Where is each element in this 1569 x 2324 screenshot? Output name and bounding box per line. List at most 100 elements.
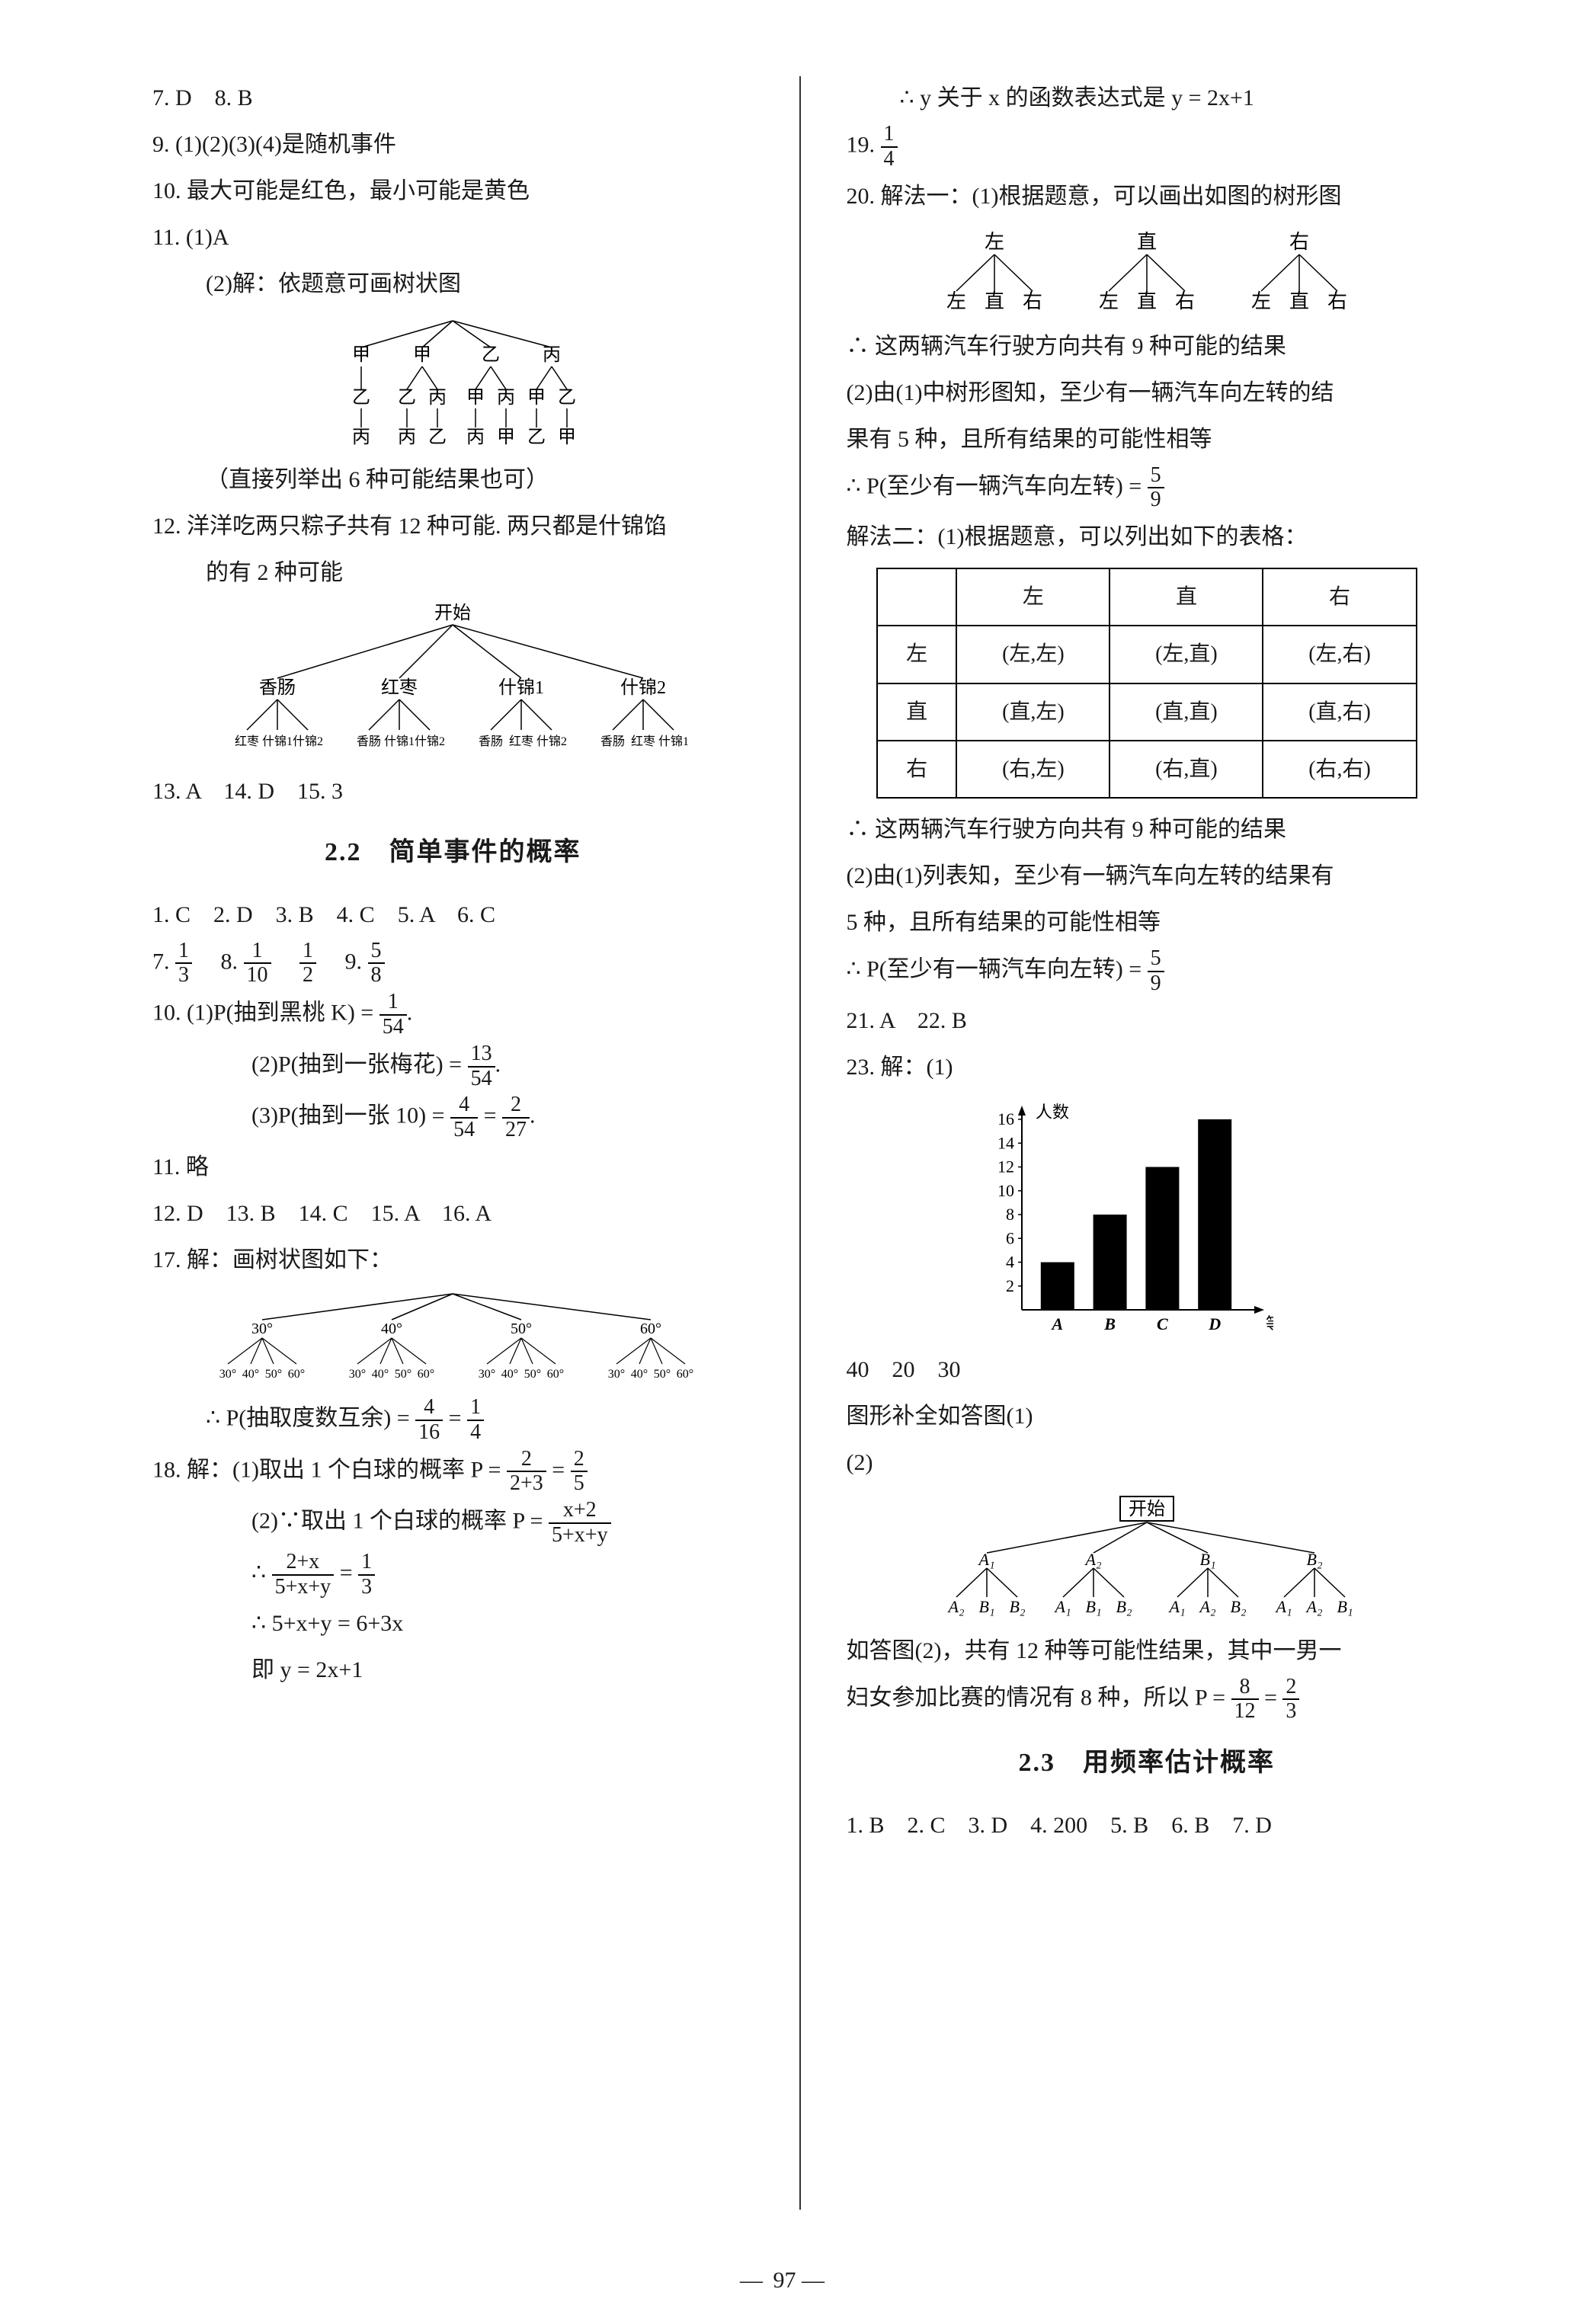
svg-text:什锦2: 什锦2	[536, 735, 567, 748]
table-row: 直(直,左)(直,直)(直,右)	[877, 683, 1417, 741]
svg-text:50°: 50°	[654, 1368, 671, 1381]
svg-text:C: C	[1157, 1314, 1168, 1333]
svg-text:乙: 乙	[352, 388, 370, 408]
tree-diagram-3: 30°40°50°60° 30°40°50°60° 30°40°50°60° 3…	[186, 1289, 719, 1388]
ans-12-16: 12. D 13. B 14. C 15. A 16. A	[152, 1192, 754, 1235]
svg-text:40°: 40°	[372, 1368, 389, 1381]
svg-text:乙: 乙	[558, 388, 576, 408]
svg-text:30°: 30°	[219, 1368, 236, 1381]
svg-text:A₂: A₂	[1305, 1597, 1322, 1616]
svg-text:30°: 30°	[251, 1320, 273, 1337]
svg-text:直: 直	[1137, 231, 1157, 253]
svg-text:香肠: 香肠	[259, 677, 296, 698]
ans-23: 23. 解：(1)	[847, 1045, 1448, 1089]
svg-text:A₁: A₁	[1274, 1597, 1292, 1616]
ans-20: 20. 解法一：(1)根据题意，可以画出如图的树形图	[847, 174, 1448, 218]
svg-text:A₁: A₁	[1053, 1597, 1071, 1616]
svg-text:丙: 丙	[497, 388, 515, 408]
t: 妇女参加比赛的情况有 8 种，所以 P =	[847, 1685, 1231, 1710]
svg-text:开始: 开始	[1129, 1499, 1165, 1519]
svg-text:左: 左	[1251, 290, 1271, 312]
svg-text:左: 左	[1099, 290, 1119, 312]
t: ∴ P(至少有一辆汽车向左转) =	[847, 473, 1148, 498]
svg-text:红枣: 红枣	[235, 735, 259, 748]
table-row: 右(右,左)(右,直)(右,右)	[877, 741, 1417, 798]
svg-text:红枣: 红枣	[631, 735, 655, 748]
svg-text:60°: 60°	[677, 1368, 693, 1381]
svg-text:60°: 60°	[288, 1368, 305, 1381]
svg-text:10: 10	[997, 1180, 1014, 1199]
ans-19: 19. 14	[847, 123, 1448, 171]
svg-text:什锦1: 什锦1	[658, 735, 689, 748]
page-number: 97	[773, 2268, 796, 2293]
svg-text:50°: 50°	[524, 1368, 541, 1381]
t: =	[334, 1560, 358, 1585]
svg-text:什锦2: 什锦2	[293, 735, 323, 748]
svg-text:40°: 40°	[501, 1368, 518, 1381]
svg-text:D: D	[1208, 1314, 1221, 1333]
ans-21-22: 21. A 22. B	[847, 999, 1448, 1042]
ans-7-8: 7. D 8. B	[152, 76, 754, 120]
ans-11c: （直接列举出 6 种可能结果也可）	[152, 458, 754, 501]
svg-text:直: 直	[1137, 290, 1157, 312]
t: ∴	[251, 1560, 272, 1585]
svg-text:A₁: A₁	[1167, 1597, 1185, 1616]
svg-text:等级: 等级	[1266, 1314, 1273, 1333]
svg-text:B: B	[1103, 1314, 1116, 1333]
ans-1-6: 1. C 2. D 3. B 4. C 5. A 6. C	[152, 893, 754, 936]
svg-text:60°: 60°	[418, 1368, 434, 1381]
svg-text:12: 12	[997, 1157, 1014, 1176]
ans-20e: ∴ P(至少有一辆汽车向左转) = 59	[847, 464, 1448, 513]
svg-text:甲: 甲	[352, 345, 370, 365]
t: =	[1259, 1685, 1283, 1710]
t: .	[530, 1103, 536, 1128]
column-divider	[799, 76, 801, 2210]
svg-text:50°: 50°	[395, 1368, 411, 1381]
ans-10-3: (3)P(抽到一张 10) = 454 = 227.	[152, 1093, 754, 1142]
svg-text:A₁: A₁	[977, 1550, 994, 1569]
svg-text:红枣: 红枣	[509, 735, 533, 748]
ans-18b: (2)∵取出 1 个白球的概率 P = x+25+x+y	[152, 1499, 754, 1548]
t: =	[443, 1406, 467, 1431]
svg-text:60°: 60°	[640, 1320, 661, 1337]
ans-10: 10. 最大可能是红色，最小可能是黄色	[152, 169, 754, 213]
direction-table: 左 直 右 左(左,左)(左,直)(左,右) 直(直,左)(直,直)(直,右) …	[876, 568, 1417, 799]
ans-18d: ∴ 5+x+y = 6+3x	[152, 1602, 754, 1645]
svg-text:40°: 40°	[381, 1320, 402, 1337]
ans-18e: 即 y = 2x+1	[152, 1648, 754, 1692]
ans-20h: (2)由(1)列表知，至少有一辆汽车向左转的结果有	[847, 854, 1448, 898]
svg-text:什锦1: 什锦1	[498, 677, 544, 698]
svg-text:红枣: 红枣	[381, 677, 418, 698]
ans-23b: 40 20 30	[847, 1348, 1448, 1391]
t: (3)P(抽到一张 10) =	[251, 1103, 450, 1128]
svg-text:甲: 甲	[527, 388, 546, 408]
svg-text:丙: 丙	[543, 345, 561, 365]
ans-11s: 11. 略	[152, 1145, 754, 1189]
svg-text:8: 8	[1006, 1205, 1014, 1224]
t: =	[546, 1457, 571, 1482]
svg-text:B₁: B₁	[1199, 1550, 1215, 1569]
svg-text:B₂: B₂	[1230, 1597, 1246, 1616]
ans-23e: 如答图(2)，共有 12 种等可能性结果，其中一男一	[847, 1629, 1448, 1673]
t: ∴ P(至少有一辆汽车向左转) =	[847, 957, 1148, 982]
svg-text:右: 右	[1327, 290, 1347, 312]
t: 18. 解：(1)取出 1 个白球的概率 P =	[152, 1457, 507, 1482]
bar-chart: 246810121416人数ABCD等级	[969, 1096, 1273, 1340]
ans-18a: 18. 解：(1)取出 1 个白球的概率 P = 22+3 = 25	[152, 1448, 754, 1497]
svg-text:直: 直	[985, 290, 1004, 312]
ans-10-2: (2)P(抽到一张梅花) = 1354.	[152, 1042, 754, 1091]
ans-12b: 的有 2 种可能	[152, 551, 754, 594]
svg-text:直: 直	[1289, 290, 1309, 312]
table-row: 左 直 右	[877, 568, 1417, 626]
section-2-2-title: 2.2 简单事件的概率	[152, 828, 754, 878]
ans-20c: (2)由(1)中树形图知，至少有一辆汽车向左转的结	[847, 371, 1448, 415]
svg-text:50°: 50°	[265, 1368, 282, 1381]
svg-text:丙: 丙	[428, 388, 447, 408]
t: ∴ P(抽取度数互余) =	[206, 1406, 415, 1431]
t: =	[478, 1103, 502, 1128]
ans-20i: 5 种，且所有结果的可能性相等	[847, 901, 1448, 944]
svg-text:16: 16	[997, 1109, 1014, 1128]
page-footer: — 97 —	[0, 2268, 1569, 2294]
t	[277, 949, 299, 974]
section-2-3-title: 2.3 用频率估计概率	[847, 1739, 1448, 1788]
